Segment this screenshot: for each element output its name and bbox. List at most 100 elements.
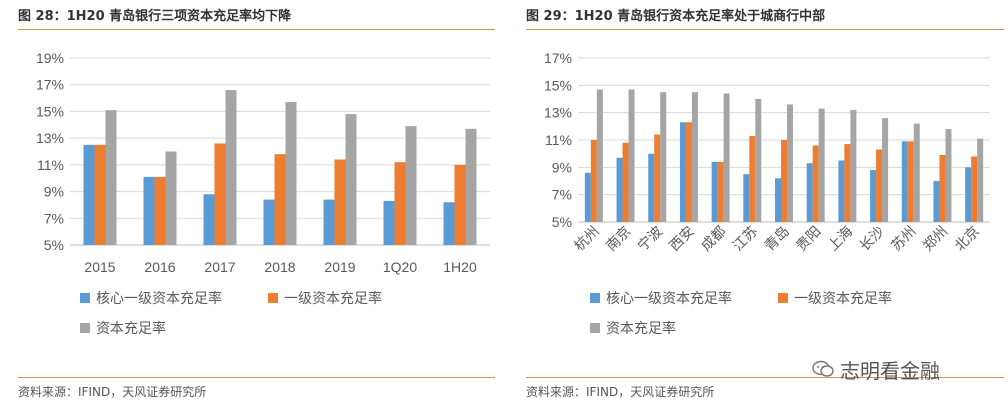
bar-core-tier1 bbox=[806, 163, 813, 222]
bar-core-tier1 bbox=[743, 174, 750, 222]
bar-total bbox=[882, 118, 889, 222]
chart-title-right: 图 29：1H20 青岛银行资本充足率处于城商行中部 bbox=[526, 9, 826, 24]
wechat-bubble-icon bbox=[812, 360, 834, 377]
bar-total bbox=[225, 90, 237, 245]
x-tick-label: 2017 bbox=[204, 259, 235, 275]
bar-total bbox=[596, 89, 603, 222]
bar-total bbox=[105, 110, 117, 245]
bar-total bbox=[660, 92, 667, 223]
bar-tier1 bbox=[685, 122, 692, 222]
bar-core-tier1 bbox=[83, 144, 95, 245]
x-tick-label: 2019 bbox=[324, 259, 355, 275]
bar-core-tier1 bbox=[323, 199, 335, 245]
title-rule-right bbox=[526, 29, 1004, 30]
x-tick-label: 江苏 bbox=[729, 223, 760, 254]
bar-core-tier1 bbox=[870, 170, 877, 222]
bar-core-tier1 bbox=[838, 160, 845, 222]
bar-core-tier1 bbox=[203, 194, 215, 245]
x-tick-label: 2018 bbox=[264, 259, 295, 275]
bar-core-tier1 bbox=[263, 199, 275, 245]
bar-tier1 bbox=[876, 149, 883, 222]
y-tick-label: 13% bbox=[544, 105, 572, 121]
y-tick-label: 17% bbox=[36, 77, 64, 93]
y-tick-label: 7% bbox=[552, 187, 572, 203]
source-rule-right bbox=[526, 377, 1004, 378]
x-tick-label: 上海 bbox=[824, 223, 855, 254]
bar-tier1 bbox=[622, 142, 629, 222]
x-tick-label: 西安 bbox=[666, 223, 697, 254]
legend-label: 一级资本充足率 bbox=[794, 290, 892, 307]
x-tick-label: 2015 bbox=[84, 259, 115, 275]
legend-swatch bbox=[590, 323, 600, 333]
bar-core-tier1 bbox=[965, 167, 972, 222]
bar-tier1 bbox=[274, 154, 286, 245]
bar-tier1 bbox=[334, 159, 346, 245]
bar-tier1 bbox=[394, 162, 406, 245]
bar-total bbox=[691, 92, 698, 223]
legend-label: 资本充足率 bbox=[96, 320, 166, 337]
bar-total bbox=[755, 99, 762, 222]
bar-core-tier1 bbox=[616, 157, 623, 222]
bar-total bbox=[405, 126, 417, 245]
bar-tier1 bbox=[654, 134, 661, 222]
bar-tier1 bbox=[590, 140, 597, 222]
x-tick-label: 青岛 bbox=[761, 223, 792, 254]
legend-swatch bbox=[268, 293, 278, 303]
x-tick-label: 长沙 bbox=[856, 223, 887, 254]
bar-tier1 bbox=[812, 145, 819, 222]
bar-tier1 bbox=[971, 156, 978, 222]
bar-core-tier1 bbox=[443, 202, 455, 245]
y-tick-label: 5% bbox=[552, 214, 572, 230]
watermark-text: 志明看金融 bbox=[840, 359, 940, 383]
legend-swatch bbox=[778, 293, 788, 303]
bar-total bbox=[628, 89, 635, 222]
source-note-left: 资料来源：IFIND，天风证券研究所 bbox=[18, 385, 207, 399]
bar-total bbox=[850, 109, 857, 222]
bar-core-tier1 bbox=[933, 181, 940, 222]
bar-tier1 bbox=[454, 164, 466, 245]
x-tick-label: 1Q20 bbox=[383, 259, 417, 275]
bar-core-tier1 bbox=[775, 178, 781, 222]
bar-core-tier1 bbox=[679, 122, 686, 222]
bar-total bbox=[723, 93, 730, 223]
legend-swatch bbox=[590, 293, 600, 303]
bar-tier1 bbox=[781, 140, 787, 222]
bar-total bbox=[345, 114, 357, 245]
y-tick-label: 7% bbox=[44, 210, 64, 226]
y-tick-label: 9% bbox=[44, 184, 64, 200]
chart-title-left: 图 28：1H20 青岛银行三项资本充足率均下降 bbox=[18, 9, 292, 24]
legend-label: 核心一级资本充足率 bbox=[606, 290, 732, 307]
bar-total bbox=[977, 138, 984, 222]
source-note-right: 资料来源：IFIND，天风证券研究所 bbox=[526, 385, 715, 399]
x-tick-label: 苏州 bbox=[888, 223, 919, 254]
y-tick-label: 5% bbox=[44, 237, 64, 253]
x-tick-label: 杭州 bbox=[571, 223, 602, 254]
bar-tier1 bbox=[844, 144, 851, 222]
bar-core-tier1 bbox=[143, 176, 155, 245]
bar-total bbox=[787, 104, 793, 222]
y-tick-label: 15% bbox=[544, 77, 572, 93]
y-tick-label: 11% bbox=[545, 132, 572, 148]
bar-tier1 bbox=[154, 176, 166, 245]
bar-core-tier1 bbox=[584, 172, 591, 222]
y-tick-label: 19% bbox=[36, 50, 64, 66]
bar-core-tier1 bbox=[648, 153, 655, 222]
x-tick-label: 贵阳 bbox=[793, 223, 824, 254]
x-tick-label: 2016 bbox=[144, 259, 175, 275]
bar-tier1 bbox=[749, 135, 756, 222]
bar-tier1 bbox=[939, 155, 946, 222]
x-tick-label: 南京 bbox=[603, 223, 634, 254]
bar-total bbox=[165, 151, 177, 245]
legend-label: 核心一级资本充足率 bbox=[96, 290, 222, 307]
bar-tier1 bbox=[717, 161, 724, 222]
bar-tier1 bbox=[94, 144, 106, 245]
legend-label: 资本充足率 bbox=[606, 320, 676, 337]
x-tick-label: 成都 bbox=[698, 223, 729, 254]
y-tick-label: 15% bbox=[36, 103, 64, 119]
legend-label: 一级资本充足率 bbox=[284, 290, 382, 307]
bar-tier1 bbox=[907, 141, 914, 222]
bar-total bbox=[945, 129, 952, 222]
x-tick-label: 宁波 bbox=[634, 223, 665, 254]
bar-total bbox=[285, 102, 297, 245]
